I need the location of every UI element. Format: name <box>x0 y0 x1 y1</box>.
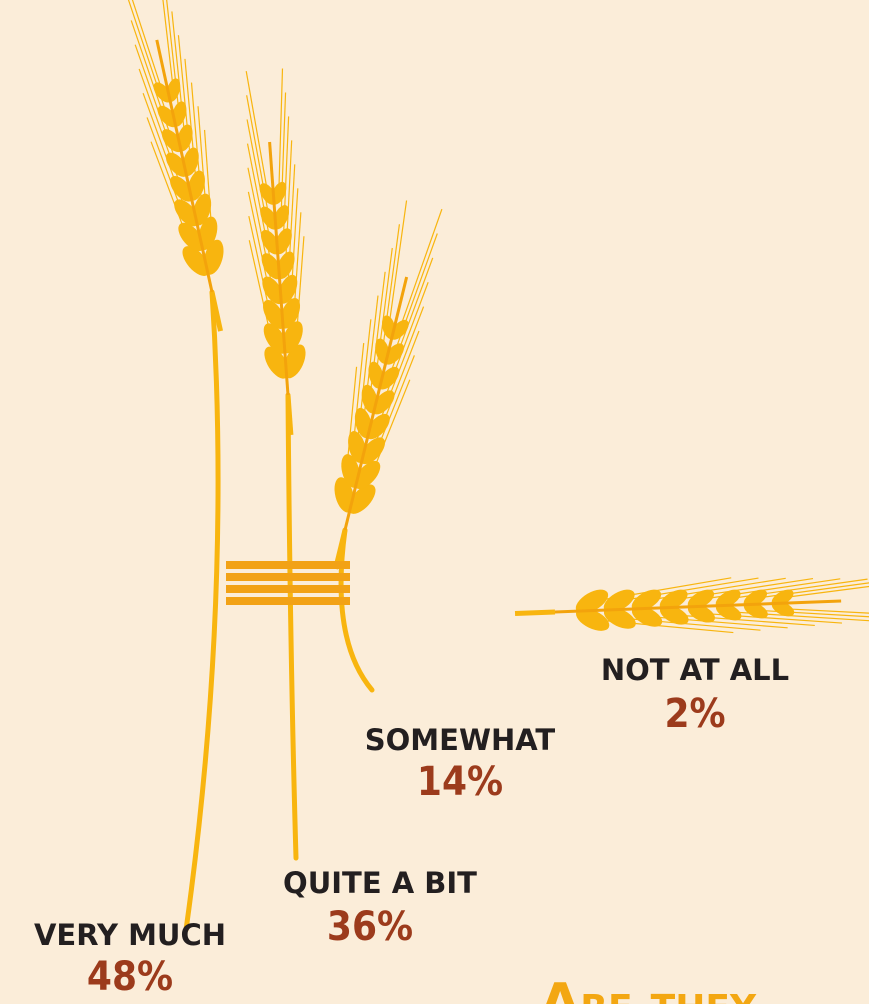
stem <box>186 292 218 930</box>
stem <box>288 395 296 858</box>
wheat-ear <box>237 68 318 437</box>
category-label: SOMEWHAT <box>365 723 556 757</box>
wheat-stalk <box>514 570 869 640</box>
value-label: 14% <box>417 759 503 805</box>
wheat-stalk <box>237 68 318 858</box>
infographic: VERY MUCH48% QUITE A BIT 36% SOMEWHAT14% NOT… <box>0 0 869 1004</box>
wheat-stalk <box>114 0 247 930</box>
ear-stem <box>515 612 555 614</box>
binding-band <box>226 561 350 569</box>
value-label: 48% <box>87 954 173 1000</box>
annotation: Are they <box>540 973 757 1004</box>
binding-band <box>226 597 350 605</box>
wheat-stalk <box>309 198 451 690</box>
page: {"chart_data": {"type": "wheat", "catego… <box>0 0 869 1004</box>
wheat-ear <box>309 198 451 575</box>
category-label: NOT AT ALL <box>601 653 789 687</box>
binding-band <box>226 585 350 593</box>
category-label: QUITE A BIT <box>283 866 477 900</box>
value-label: 36% <box>327 904 413 950</box>
binding-band <box>226 573 350 581</box>
wheat-ear <box>114 0 247 337</box>
wheat-ear <box>514 570 869 640</box>
category-label: VERY MUCH <box>34 918 226 952</box>
stem <box>341 530 372 690</box>
value-label: 2% <box>664 691 725 737</box>
ear-stem <box>288 395 291 435</box>
